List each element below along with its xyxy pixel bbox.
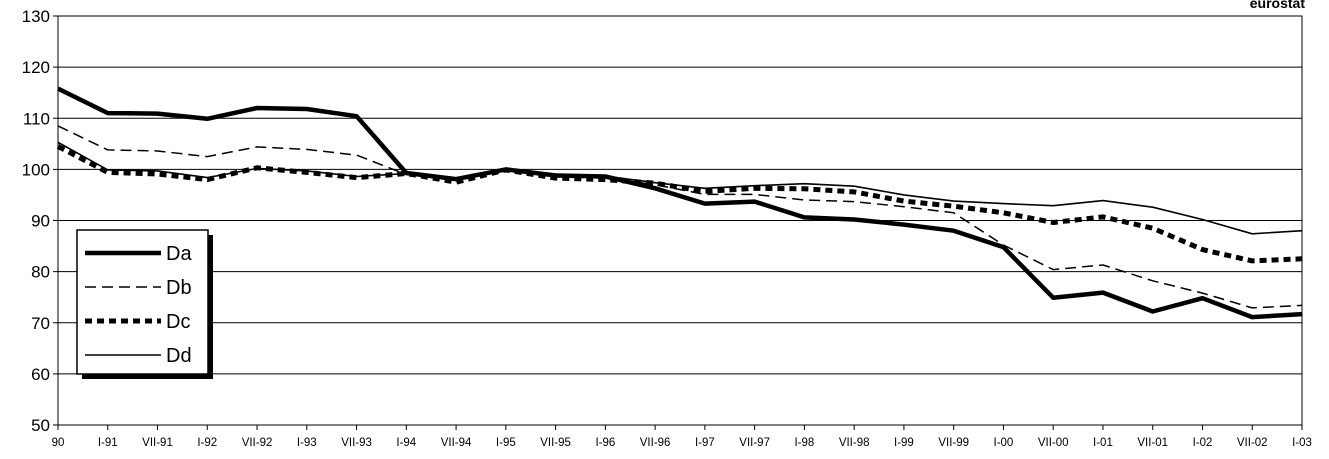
source-label: eurostat xyxy=(1249,0,1305,11)
y-tick-label: 120 xyxy=(22,58,50,77)
plot-frame xyxy=(57,15,1303,426)
y-tick-label: 90 xyxy=(31,212,50,231)
legend-label-dc: Dc xyxy=(166,311,190,333)
x-tick-label: I-98 xyxy=(794,437,814,449)
y-tick-label: 50 xyxy=(31,416,50,435)
x-tick-label: VII-96 xyxy=(640,437,671,449)
x-tick-label: VII-97 xyxy=(739,437,770,449)
y-tick-label: 100 xyxy=(22,160,50,179)
x-tick-label: VII-95 xyxy=(540,437,571,449)
x-tick-label: I-01 xyxy=(1093,437,1113,449)
y-tick-label: 130 xyxy=(22,7,50,26)
x-tick-label: VII-99 xyxy=(938,437,969,449)
x-tick-label: VII-94 xyxy=(441,437,472,449)
x-tick-label: VII-91 xyxy=(142,437,173,449)
legend-label-da: Da xyxy=(166,243,192,265)
y-tick-label: 80 xyxy=(31,263,50,282)
legend-label-db: Db xyxy=(166,277,192,299)
x-tick-label: 90 xyxy=(52,437,65,449)
y-tick-label: 60 xyxy=(31,365,50,384)
x-tick-label: I-97 xyxy=(695,437,715,449)
x-tick-label: I-02 xyxy=(1193,437,1213,449)
x-tick-label: I-94 xyxy=(396,437,416,449)
x-tick-label: VII-92 xyxy=(242,437,273,449)
x-tick-label: VII-01 xyxy=(1137,437,1168,449)
y-tick-label: 70 xyxy=(31,314,50,333)
series-line-db xyxy=(57,125,1303,309)
series-line-dc xyxy=(56,144,1303,264)
x-tick-label: VII-93 xyxy=(341,437,372,449)
series-line-dd xyxy=(57,141,1303,235)
x-tick-label: I-95 xyxy=(496,437,516,449)
x-tick-label: I-93 xyxy=(297,437,317,449)
x-tick-label: I-92 xyxy=(197,437,217,449)
x-tick-label: I-00 xyxy=(994,437,1014,449)
legend-label-dd: Dd xyxy=(166,345,192,367)
x-tick-label: VII-98 xyxy=(839,437,870,449)
x-tick-label: I-03 xyxy=(1292,437,1312,449)
x-tick-label: I-91 xyxy=(98,437,118,449)
series-line-da xyxy=(57,86,1303,320)
y-tick-label: 110 xyxy=(23,109,50,128)
x-tick-label: I-99 xyxy=(894,437,914,449)
x-tick-label: VII-00 xyxy=(1038,437,1069,449)
x-tick-label: I-96 xyxy=(595,437,615,449)
x-tick-label: VII-02 xyxy=(1237,437,1268,449)
